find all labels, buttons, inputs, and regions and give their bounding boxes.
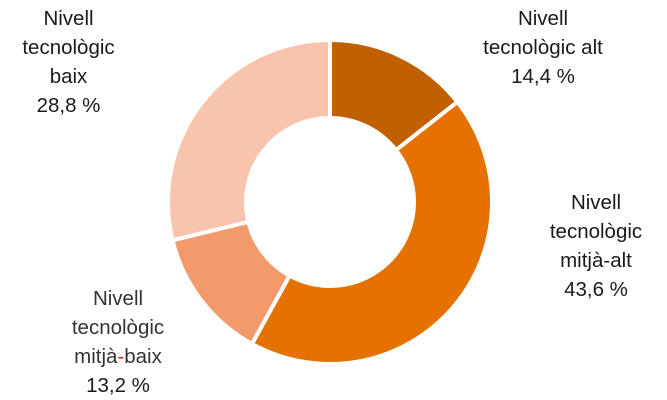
slice-label-mitja-alt-line1: Nivell [570,191,622,214]
slice-label-mitja-alt: Nivell tecnològic mitjà-alt 43,6 % [540,188,652,304]
slice-label-alt: Nivell tecnològic alt 14,4 % [463,4,623,91]
slice-label-mitja-baix-line1: Nivell [92,287,144,310]
slice-label-mitja-baix-line2: tecnològic [71,316,165,339]
slice-value-alt: 14,4 % [511,65,575,88]
slice-label-baix-line1: Nivell [43,7,94,30]
slice-label-mitja-alt-line3: mitjà-alt [560,249,632,272]
slice-value-mitja-baix: 13,2 % [86,374,150,397]
slice-label-mitja-baix-hyphen: - [117,345,125,368]
slice-baix [166,38,332,243]
slice-label-mitja-alt-line2: tecnològic [549,220,643,243]
slice-label-mitja-baix-line3: mitjà-baix [48,342,188,371]
slice-label-alt-line1: Nivell [517,7,569,30]
slice-value-mitja-alt: 43,6 % [564,278,628,301]
slice-label-mitja-baix-word1: mitjà [74,345,118,368]
slice-label-alt-line2: tecnològic alt [483,36,603,59]
slice-label-mitja-baix: Nivell tecnològic mitjà-baix 13,2 % [48,284,188,400]
slice-label-baix: Nivell tecnològic baix 28,8 % [0,4,137,120]
slice-value-baix: 28,8 % [36,94,101,117]
slice-mitja-alt [249,99,494,366]
slice-label-baix-line3: baix [49,65,88,88]
slice-label-baix-line2: tecnològic [22,36,115,59]
slice-label-mitja-baix-word2: baix [124,345,162,368]
